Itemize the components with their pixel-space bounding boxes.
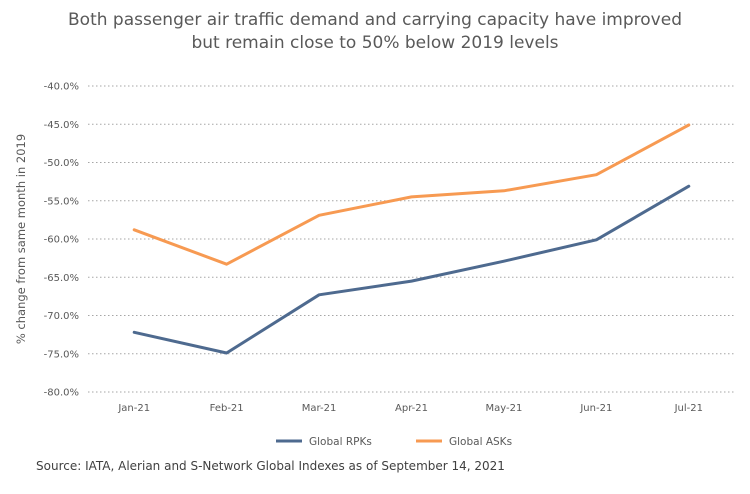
- legend-label: Global ASKs: [449, 436, 512, 448]
- legend-item: Global ASKs: [416, 436, 512, 448]
- y-tick-label: -75.0%: [44, 349, 79, 360]
- legend-item: Global RPKs: [276, 436, 372, 448]
- x-tick-label: Jun-21: [579, 403, 612, 414]
- x-tick-label: Mar-21: [302, 403, 337, 414]
- x-axis-ticks: Jan-21 Feb-21 Mar-21 Apr-21 May-21 Jun-21 Jul-…: [117, 403, 703, 414]
- y-axis-label: % change from same month in 2019: [14, 134, 28, 344]
- chart-title: Both passenger air traffic demand and ca…: [0, 9, 750, 55]
- gridlines: [88, 85, 735, 393]
- x-tick-label: Jan-21: [117, 403, 150, 414]
- legend: Global RPKs Global ASKs: [276, 436, 512, 448]
- series-lines: [132, 123, 691, 355]
- y-tick-label: -40.0%: [44, 82, 79, 93]
- y-tick-label: -45.0%: [44, 120, 79, 131]
- chart-title-line-1: Both passenger air traffic demand and ca…: [68, 10, 682, 30]
- y-tick-label: -70.0%: [44, 311, 79, 322]
- x-tick-label: May-21: [486, 403, 523, 414]
- source-note: Source: IATA, Alerian and S-Network Glob…: [36, 459, 505, 473]
- x-tick-label: Feb-21: [210, 403, 244, 414]
- x-tick-label: Apr-21: [395, 403, 428, 414]
- y-tick-label: -80.0%: [44, 388, 79, 399]
- y-tick-label: -65.0%: [44, 273, 79, 284]
- series-line-global-asks: [132, 123, 691, 266]
- y-tick-label: -50.0%: [44, 158, 79, 169]
- legend-label: Global RPKs: [309, 436, 372, 448]
- y-tick-label: -55.0%: [44, 196, 79, 207]
- x-tick-label: Jul-21: [674, 403, 703, 414]
- y-tick-label: -60.0%: [44, 235, 79, 246]
- chart-title-line-2: but remain close to 50% below 2019 level…: [191, 33, 559, 53]
- y-axis-ticks: -40.0% -45.0% -50.0% -55.0% -60.0% -65.0% -70.…: [44, 82, 79, 399]
- series-line-global-rpks: [132, 184, 691, 355]
